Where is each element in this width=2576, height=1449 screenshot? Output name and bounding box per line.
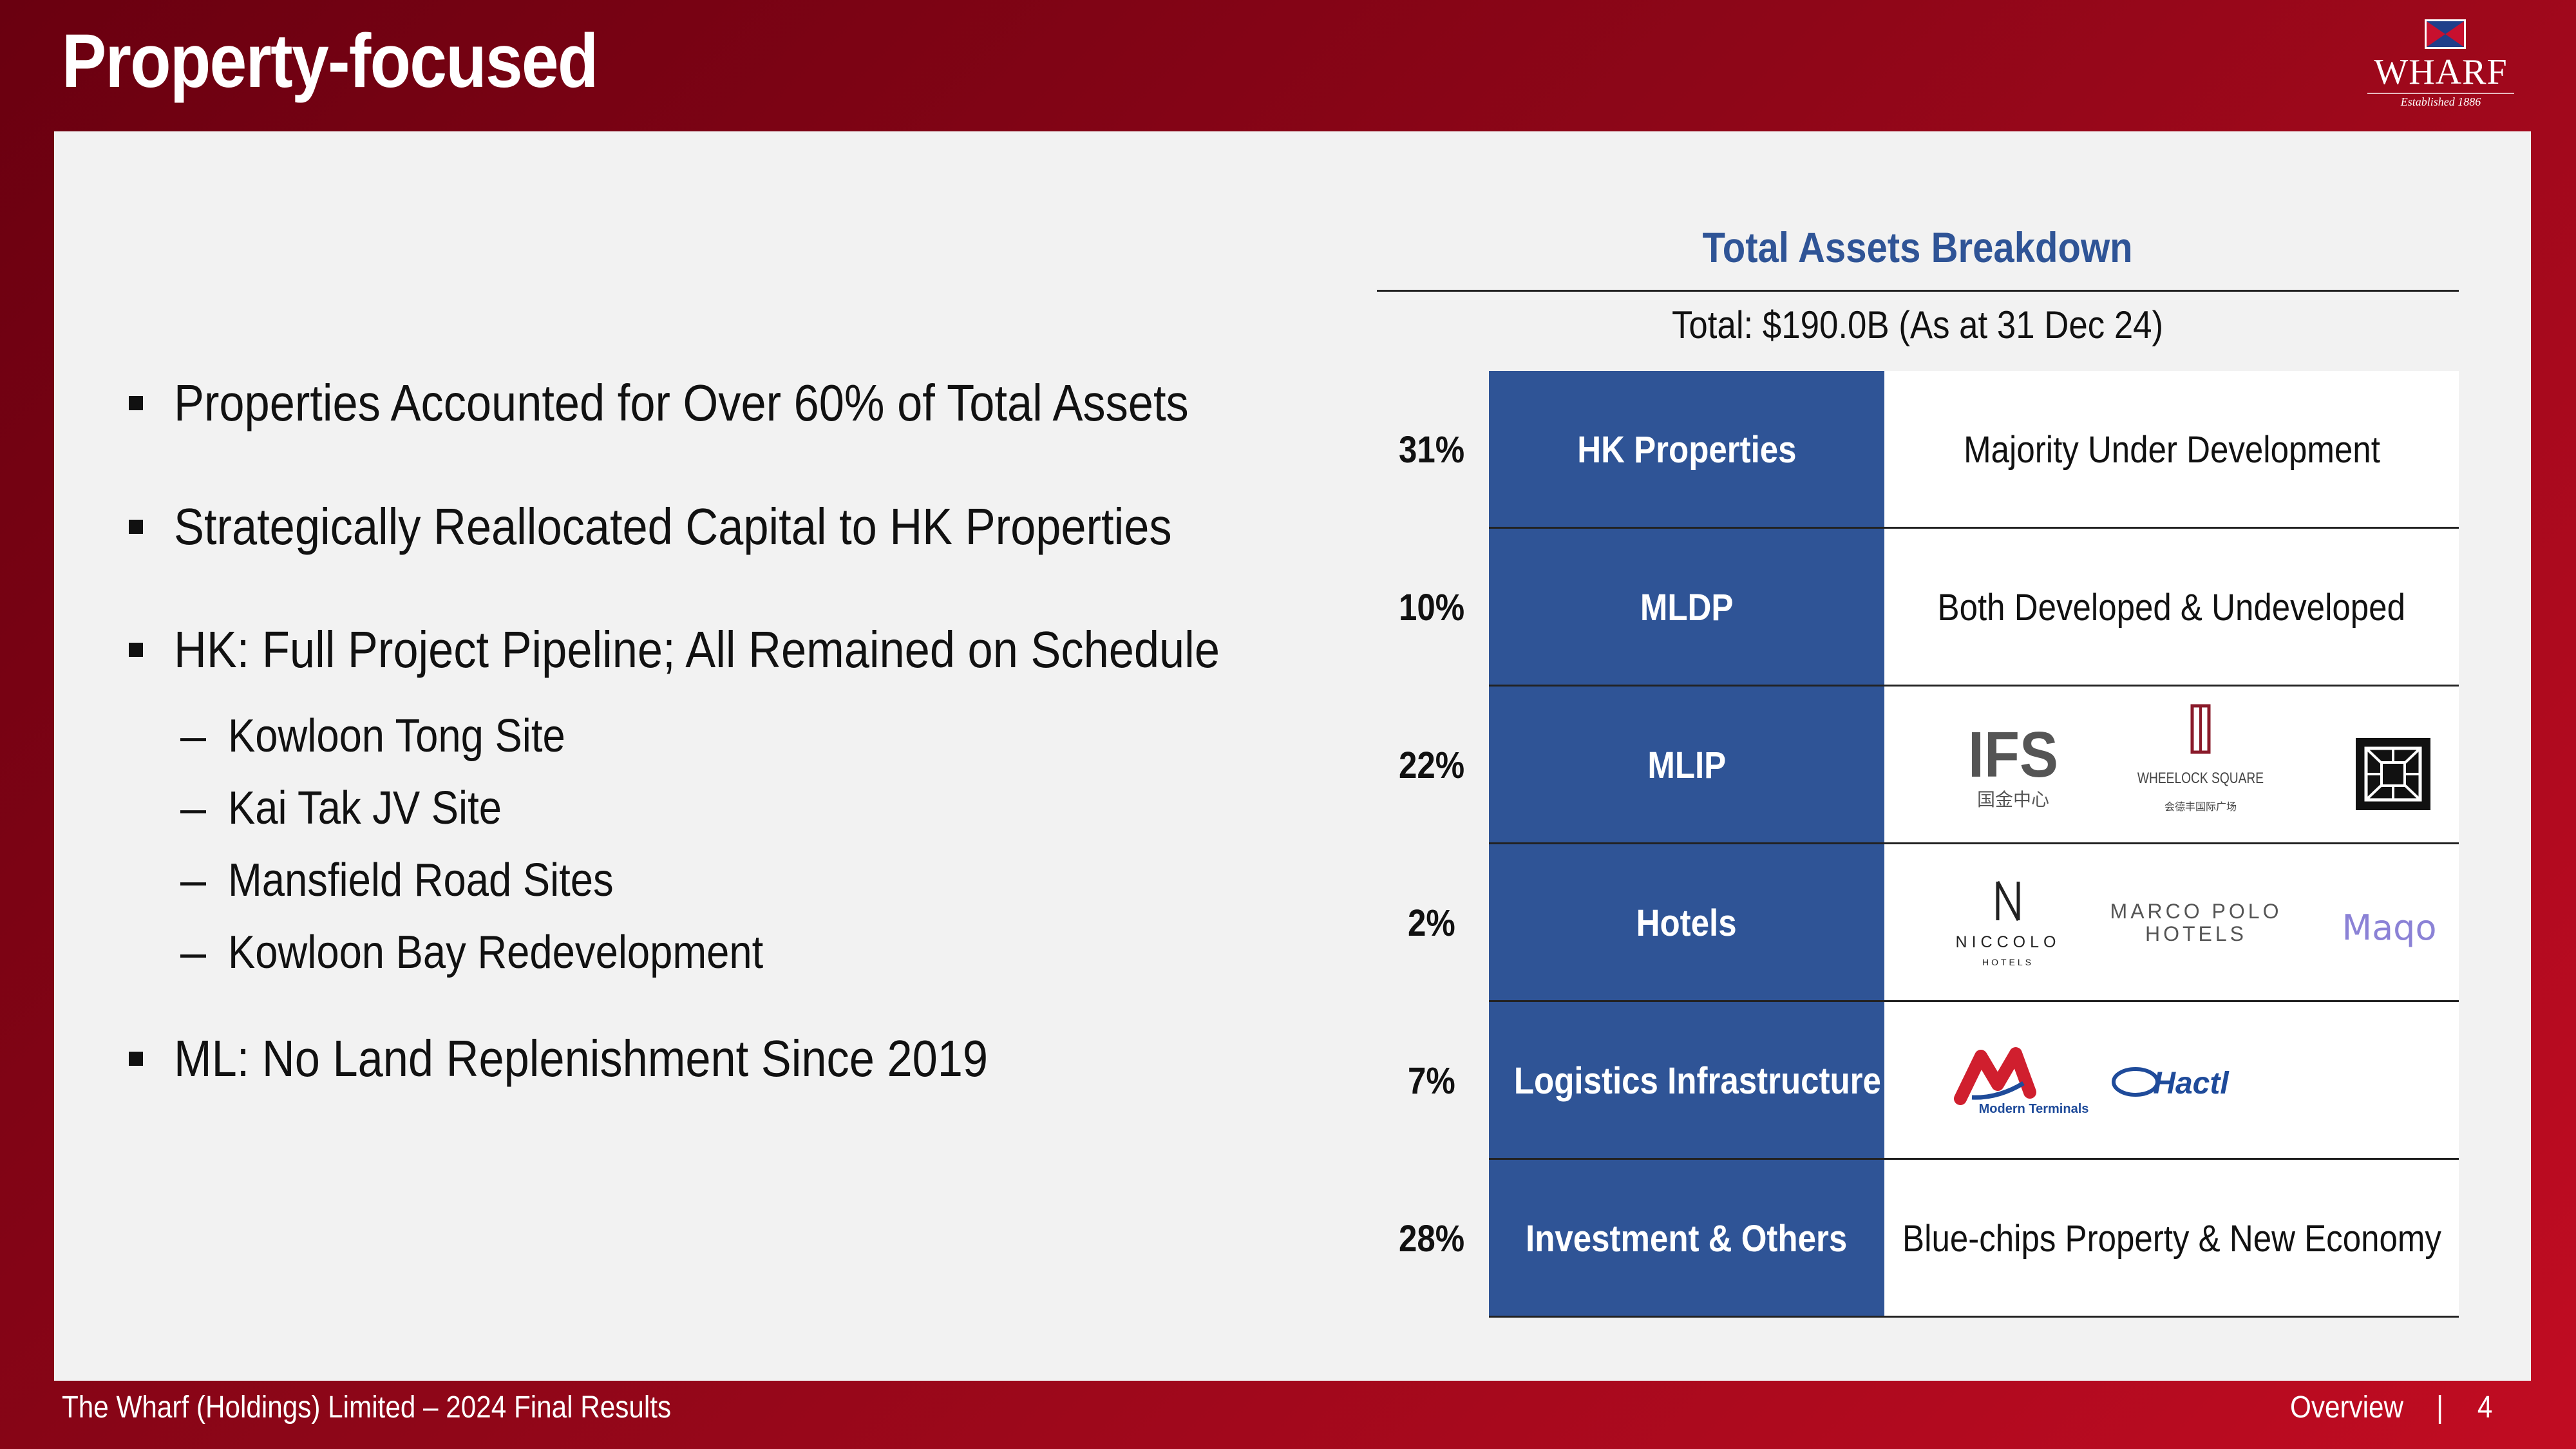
dash-bullet-icon: – <box>180 710 207 762</box>
niccolo-logo: NICCOLO HOTELS <box>1956 880 2061 967</box>
table-row: 31% HK Properties Majority Under Develop… <box>1377 371 2459 529</box>
wharf-logo: WHARF Established 1886 <box>2357 19 2524 116</box>
table-divider <box>1489 1000 2459 1002</box>
percent-cell: 10% <box>1398 587 1465 629</box>
square-bullet-icon <box>129 643 143 657</box>
percent-cell: 2% <box>1408 902 1455 944</box>
category-cell: HK Properties <box>1489 371 1884 529</box>
maqo-logo: Maqo <box>2342 907 2437 948</box>
category-cell: MLDP <box>1489 529 1884 687</box>
marco-polo-text: MARCO POLO <box>2110 900 2282 923</box>
table-divider <box>1489 527 2459 529</box>
description-cell: Both Developed & Undeveloped <box>1884 529 2459 687</box>
footer-separator: | <box>2436 1390 2444 1425</box>
sub-bullet-text: Kowloon Tong Site <box>228 710 565 762</box>
square-bullet-icon <box>129 396 143 410</box>
ifs-logo: IFS 国金中心 <box>1968 719 2058 810</box>
category-cell: Hotels <box>1489 844 1884 1002</box>
modern-terminals-logo: Modern Terminals <box>1954 1047 2089 1116</box>
wheelock-square-logo: WHEELOCK SQUARE 会德丰国际广场 <box>2137 704 2264 813</box>
assets-table: 31% HK Properties Majority Under Develop… <box>1377 371 2459 1318</box>
table-row: 10% MLDP Both Developed & Undeveloped <box>1377 529 2459 687</box>
table-row: 7% Logistics Infrastructure Modern Termi… <box>1377 1002 2459 1160</box>
percent-cell: 31% <box>1398 429 1465 471</box>
svg-text:IFS: IFS <box>1968 719 2058 791</box>
svg-text:Maqo: Maqo <box>2342 907 2437 948</box>
bullet-item: ML: No Land Replenishment Since 2019 <box>129 1029 1099 1088</box>
marco-polo-text: HOTELS <box>2145 922 2247 945</box>
square-pattern-logo-icon <box>2356 738 2430 810</box>
bullet-item: HK: Full Project Pipeline; All Remained … <box>129 620 1362 679</box>
description-cell: Blue-chips Property & New Economy <box>1884 1160 2459 1318</box>
dash-bullet-icon: – <box>180 782 207 834</box>
percent-cell: 22% <box>1398 744 1465 786</box>
footer-section: Overview <box>2290 1390 2404 1425</box>
sub-bullet-item: – Mansfield Road Sites <box>180 854 666 907</box>
page-number: 4 <box>2477 1390 2493 1425</box>
table-top-rule <box>1377 290 2459 292</box>
square-bullet-icon <box>129 520 143 534</box>
square-bullet-icon <box>129 1052 143 1066</box>
logos-cell: NICCOLO HOTELS MARCO POLO HOTELS Maqo <box>1884 844 2459 1002</box>
bullet-text: ML: No Land Replenishment Since 2019 <box>174 1030 989 1087</box>
sub-bullet-item: – Kowloon Bay Redevelopment <box>180 926 837 979</box>
category-cell: MLIP <box>1489 687 1884 844</box>
marco-polo-logo: MARCO POLO HOTELS <box>2110 900 2282 945</box>
svg-text:Modern Terminals: Modern Terminals <box>1979 1102 2089 1116</box>
table-divider <box>1489 1158 2459 1160</box>
category-cell: Logistics Infrastructure <box>1489 1002 1884 1160</box>
svg-text:Hactl: Hactl <box>2153 1066 2230 1101</box>
bullet-text: HK: Full Project Pipeline; All Remained … <box>174 621 1220 678</box>
svg-text:国金中心: 国金中心 <box>1977 789 2049 810</box>
footer-company: The Wharf (Holdings) Limited – 2024 Fina… <box>62 1390 672 1425</box>
svg-text:会德丰国际广场: 会德丰国际广场 <box>2164 800 2237 813</box>
logo-divider <box>2367 93 2514 94</box>
logos-cell: IFS 国金中心 WHEELOCK SQUARE 会德丰国际广场 <box>1884 687 2459 844</box>
table-divider <box>1489 685 2459 687</box>
category-cell: Investment & Others <box>1489 1160 1884 1318</box>
svg-text:WHEELOCK SQUARE: WHEELOCK SQUARE <box>2137 769 2264 787</box>
svg-text:NICCOLO: NICCOLO <box>1956 933 2061 951</box>
wharf-flag-icon <box>2425 19 2466 49</box>
table-row: 22% MLIP IFS 国金中心 WHEELOCK SQUARE 会德丰国际广… <box>1377 687 2459 844</box>
table-row: 2% Hotels NICCOLO HOTELS MARCO POLO HOTE… <box>1377 844 2459 1002</box>
table-divider <box>1489 1316 2459 1318</box>
bullet-text: Strategically Reallocated Capital to HK … <box>174 498 1172 555</box>
hactl-logo: Hactl <box>2112 1066 2230 1101</box>
bullet-item: Properties Accounted for Over 60% of Tot… <box>129 374 1327 433</box>
bullet-text: Properties Accounted for Over 60% of Tot… <box>174 374 1189 431</box>
dash-bullet-icon: – <box>180 927 207 978</box>
table-total: Total: $190.0B (As at 31 Dec 24) <box>1672 303 2164 346</box>
description-cell: Majority Under Development <box>1884 371 2459 529</box>
logo-tagline: Established 1886 <box>2400 95 2481 108</box>
sub-bullet-text: Mansfield Road Sites <box>228 855 614 906</box>
sub-bullet-text: Kowloon Bay Redevelopment <box>228 927 764 978</box>
table-row: 28% Investment & Others Blue-chips Prope… <box>1377 1160 2459 1318</box>
dash-bullet-icon: – <box>180 855 207 906</box>
logos-cell: Modern Terminals Hactl <box>1884 1002 2459 1160</box>
sub-bullet-item: – Kai Tak JV Site <box>180 782 539 835</box>
footer-nav: Overview | 4 <box>2290 1390 2492 1425</box>
table-divider <box>1489 842 2459 844</box>
page-title: Property-focused <box>62 19 598 104</box>
sub-bullet-text: Kai Tak JV Site <box>228 782 502 834</box>
logo-brand: WHARF <box>2374 52 2508 92</box>
sub-bullet-item: – Kowloon Tong Site <box>180 710 611 762</box>
table-title: Total Assets Breakdown <box>1702 223 2134 271</box>
svg-text:HOTELS: HOTELS <box>1982 957 2034 967</box>
bullet-item: Strategically Reallocated Capital to HK … <box>129 497 1308 556</box>
percent-cell: 7% <box>1408 1060 1455 1102</box>
percent-cell: 28% <box>1398 1218 1465 1260</box>
